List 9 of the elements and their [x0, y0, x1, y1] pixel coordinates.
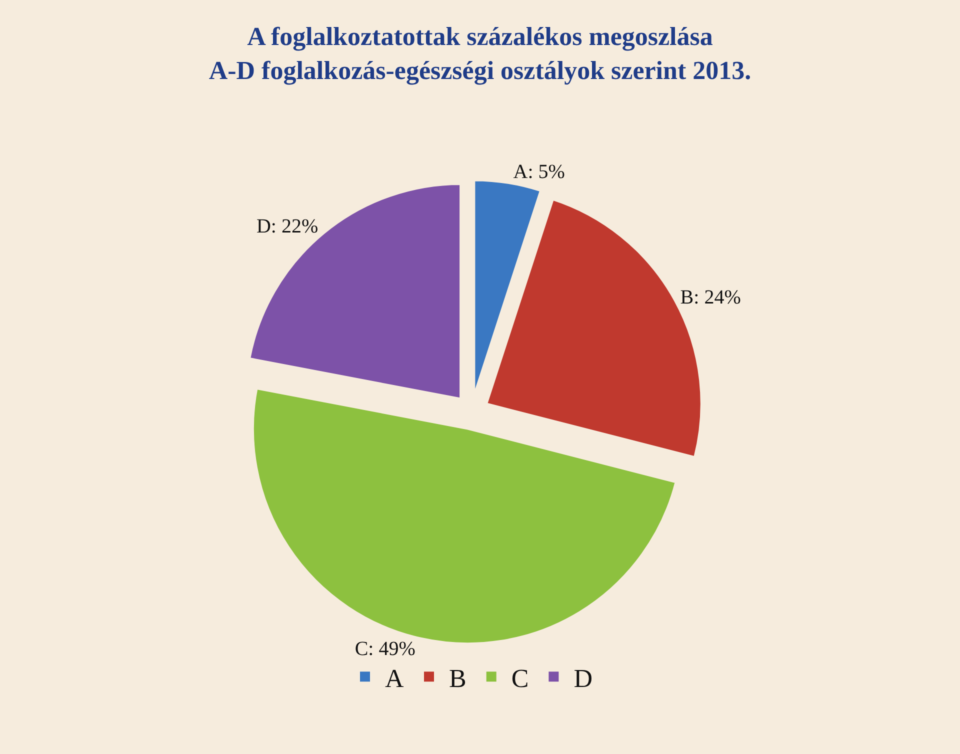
chart-title: A foglalkoztatottak százalékos megoszlása A-D foglalkozás-egészségi osztályok szerint 2013.: [208, 22, 752, 86]
data-label: B: 24%: [680, 286, 741, 309]
legend-label: B: [449, 664, 466, 693]
legend-label: C: [511, 664, 529, 693]
data-label: D: 22%: [256, 216, 318, 238]
legend-label: D: [574, 664, 592, 693]
legend-label: A: [385, 664, 404, 693]
data-label: C: 49%: [354, 638, 416, 660]
data-label: A: 5%: [513, 161, 565, 184]
